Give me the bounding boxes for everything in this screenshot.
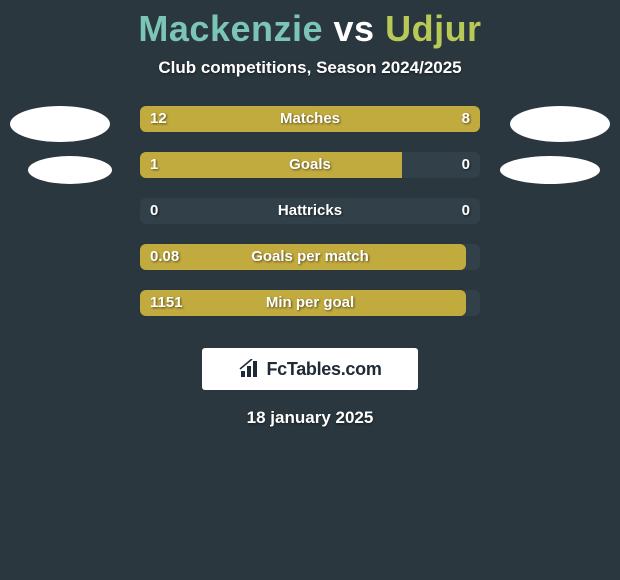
subtitle: Club competitions, Season 2024/2025 [0, 58, 620, 78]
badge-right-top [510, 106, 610, 142]
stat-bar: 0.08Goals per match [140, 244, 480, 270]
chart-icon [238, 359, 262, 379]
title-vs: vs [334, 8, 375, 49]
badge-left-top [10, 106, 110, 142]
title-player2: Udjur [385, 8, 482, 49]
bar-label: Min per goal [140, 290, 480, 316]
stat-bar: 1151Min per goal [140, 290, 480, 316]
bar-label: Goals [140, 152, 480, 178]
stat-bar: 128Matches [140, 106, 480, 132]
bar-label: Hattricks [140, 198, 480, 224]
page-title: Mackenzie vs Udjur [0, 0, 620, 50]
badge-left-bottom [28, 156, 112, 184]
brand-text: FcTables.com [266, 359, 381, 380]
canvas: Mackenzie vs Udjur Club competitions, Se… [0, 0, 620, 580]
chart-area: 128Matches 10Goals 00Hattricks 0.08Goals pe… [0, 106, 620, 336]
brand-box: FcTables.com [202, 348, 418, 390]
bars-container: 128Matches 10Goals 00Hattricks 0.08Goals pe… [140, 106, 480, 336]
stat-bar: 00Hattricks [140, 198, 480, 224]
bar-label: Matches [140, 106, 480, 132]
bar-label: Goals per match [140, 244, 480, 270]
date-text: 18 january 2025 [0, 408, 620, 428]
stat-bar: 10Goals [140, 152, 480, 178]
badge-right-bottom [500, 156, 600, 184]
title-player1: Mackenzie [138, 8, 323, 49]
